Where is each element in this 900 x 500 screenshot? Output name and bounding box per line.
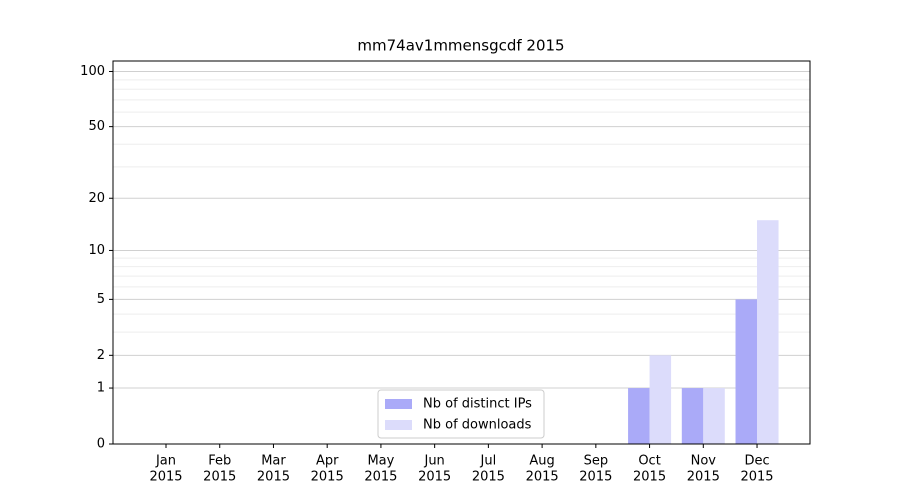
y-tick-label: 2 [97,348,105,363]
y-tick-label: 5 [97,292,105,307]
x-tick-label: 2015 [633,470,666,485]
x-tick-label: 2015 [311,470,344,485]
x-tick-label: 2015 [579,470,612,485]
chart-title: mm74av1mmensgcdf 2015 [357,37,564,55]
bar [757,220,779,444]
legend-label: Nb of downloads [423,418,532,433]
legend-label: Nb of distinct IPs [423,397,532,412]
x-tick-label: Dec [744,454,769,469]
x-tick-label: 2015 [526,470,559,485]
y-tick-label: 100 [80,64,105,79]
y-tick-label: 1 [97,381,105,396]
y-tick-label: 20 [88,191,105,206]
bar [735,299,758,444]
x-tick-label: 2015 [418,470,451,485]
x-tick-label: Jan [155,454,176,469]
y-tick-label: 10 [88,243,105,258]
x-tick-label: Nov [691,454,717,469]
bar [703,388,725,444]
x-tick-label: 2015 [687,470,720,485]
x-tick-label: Sep [584,454,609,469]
x-tick-label: 2015 [364,470,397,485]
y-tick-label: 50 [88,119,105,134]
x-tick-label: 2015 [203,470,236,485]
x-tick-label: Jun [423,454,444,469]
legend-box [377,389,545,439]
x-tick-label: Feb [208,454,231,469]
x-tick-label: Jul [480,454,497,469]
y-tick-label: 0 [97,437,105,452]
bar [649,355,672,444]
x-tick-label: 2015 [149,470,182,485]
bar [681,388,704,444]
x-tick-label: May [367,454,394,469]
legend-swatch [385,420,412,430]
x-tick-label: Oct [638,454,660,469]
x-tick-label: 2015 [740,470,773,485]
plot-frame [112,60,811,445]
legend-swatch [385,399,412,409]
x-tick-label: 2015 [257,470,290,485]
bar [628,388,650,444]
x-tick-label: 2015 [472,470,505,485]
x-tick-label: Mar [261,454,286,469]
x-tick-label: Apr [316,454,339,469]
x-tick-label: Aug [529,454,554,469]
